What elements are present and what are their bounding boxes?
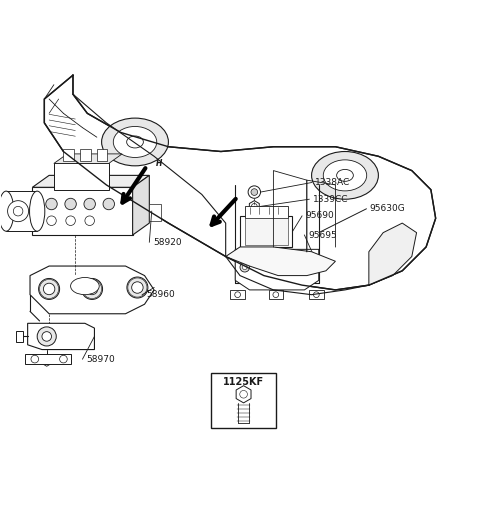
Bar xyxy=(211,373,276,428)
Bar xyxy=(245,219,288,245)
Circle shape xyxy=(235,292,240,298)
Circle shape xyxy=(82,279,103,300)
Text: 1338AC: 1338AC xyxy=(315,178,351,187)
Polygon shape xyxy=(132,175,149,235)
Circle shape xyxy=(8,201,29,222)
Bar xyxy=(240,216,292,247)
Polygon shape xyxy=(44,75,436,290)
Text: 1339CC: 1339CC xyxy=(313,195,348,204)
Polygon shape xyxy=(25,354,71,364)
Ellipse shape xyxy=(0,191,14,231)
Ellipse shape xyxy=(312,151,378,199)
Polygon shape xyxy=(230,290,245,300)
Bar xyxy=(245,206,288,219)
Circle shape xyxy=(252,204,257,209)
Polygon shape xyxy=(30,266,154,314)
Circle shape xyxy=(248,186,261,199)
Circle shape xyxy=(304,265,309,270)
Polygon shape xyxy=(235,249,319,290)
Circle shape xyxy=(240,390,247,398)
Ellipse shape xyxy=(127,136,144,148)
Text: 95695: 95695 xyxy=(308,230,337,240)
Bar xyxy=(16,331,23,342)
Polygon shape xyxy=(54,154,122,164)
Bar xyxy=(97,149,108,161)
Text: 58960: 58960 xyxy=(146,290,175,299)
Circle shape xyxy=(84,199,96,210)
Text: H: H xyxy=(156,159,162,168)
Circle shape xyxy=(271,263,281,272)
Circle shape xyxy=(302,263,312,272)
Ellipse shape xyxy=(323,160,367,191)
Polygon shape xyxy=(236,386,251,403)
Ellipse shape xyxy=(30,191,45,231)
Circle shape xyxy=(13,206,23,216)
Circle shape xyxy=(242,265,247,270)
Ellipse shape xyxy=(336,169,353,181)
Text: 95630G: 95630G xyxy=(370,204,406,213)
Circle shape xyxy=(38,279,60,300)
Polygon shape xyxy=(269,290,283,300)
Text: 95690: 95690 xyxy=(306,211,335,221)
Circle shape xyxy=(85,216,95,226)
Polygon shape xyxy=(369,223,417,285)
Circle shape xyxy=(251,189,258,195)
Circle shape xyxy=(47,216,56,226)
Circle shape xyxy=(65,199,76,210)
Circle shape xyxy=(43,283,55,294)
Circle shape xyxy=(60,356,67,363)
Ellipse shape xyxy=(248,235,265,245)
Polygon shape xyxy=(28,323,95,349)
Polygon shape xyxy=(309,290,324,300)
Circle shape xyxy=(46,199,57,210)
Bar xyxy=(80,149,91,161)
Text: 58970: 58970 xyxy=(86,354,115,364)
Circle shape xyxy=(66,216,75,226)
Polygon shape xyxy=(43,357,51,366)
Bar xyxy=(149,204,161,221)
Text: 1125KF: 1125KF xyxy=(223,377,264,387)
Circle shape xyxy=(274,265,278,270)
Circle shape xyxy=(127,277,148,298)
Circle shape xyxy=(42,332,51,341)
Polygon shape xyxy=(33,175,149,187)
Circle shape xyxy=(37,327,56,346)
Bar xyxy=(63,149,74,161)
Circle shape xyxy=(31,356,38,363)
Polygon shape xyxy=(226,247,336,275)
Bar xyxy=(33,187,132,235)
Circle shape xyxy=(240,263,250,272)
Bar xyxy=(54,164,109,190)
Polygon shape xyxy=(249,201,259,212)
Circle shape xyxy=(273,292,279,298)
Circle shape xyxy=(313,292,319,298)
Circle shape xyxy=(132,282,143,293)
Circle shape xyxy=(86,283,98,294)
Text: 58920: 58920 xyxy=(153,238,182,247)
Ellipse shape xyxy=(102,118,168,166)
Ellipse shape xyxy=(113,127,157,157)
Circle shape xyxy=(103,199,115,210)
Bar xyxy=(6,191,37,231)
Ellipse shape xyxy=(71,278,99,294)
